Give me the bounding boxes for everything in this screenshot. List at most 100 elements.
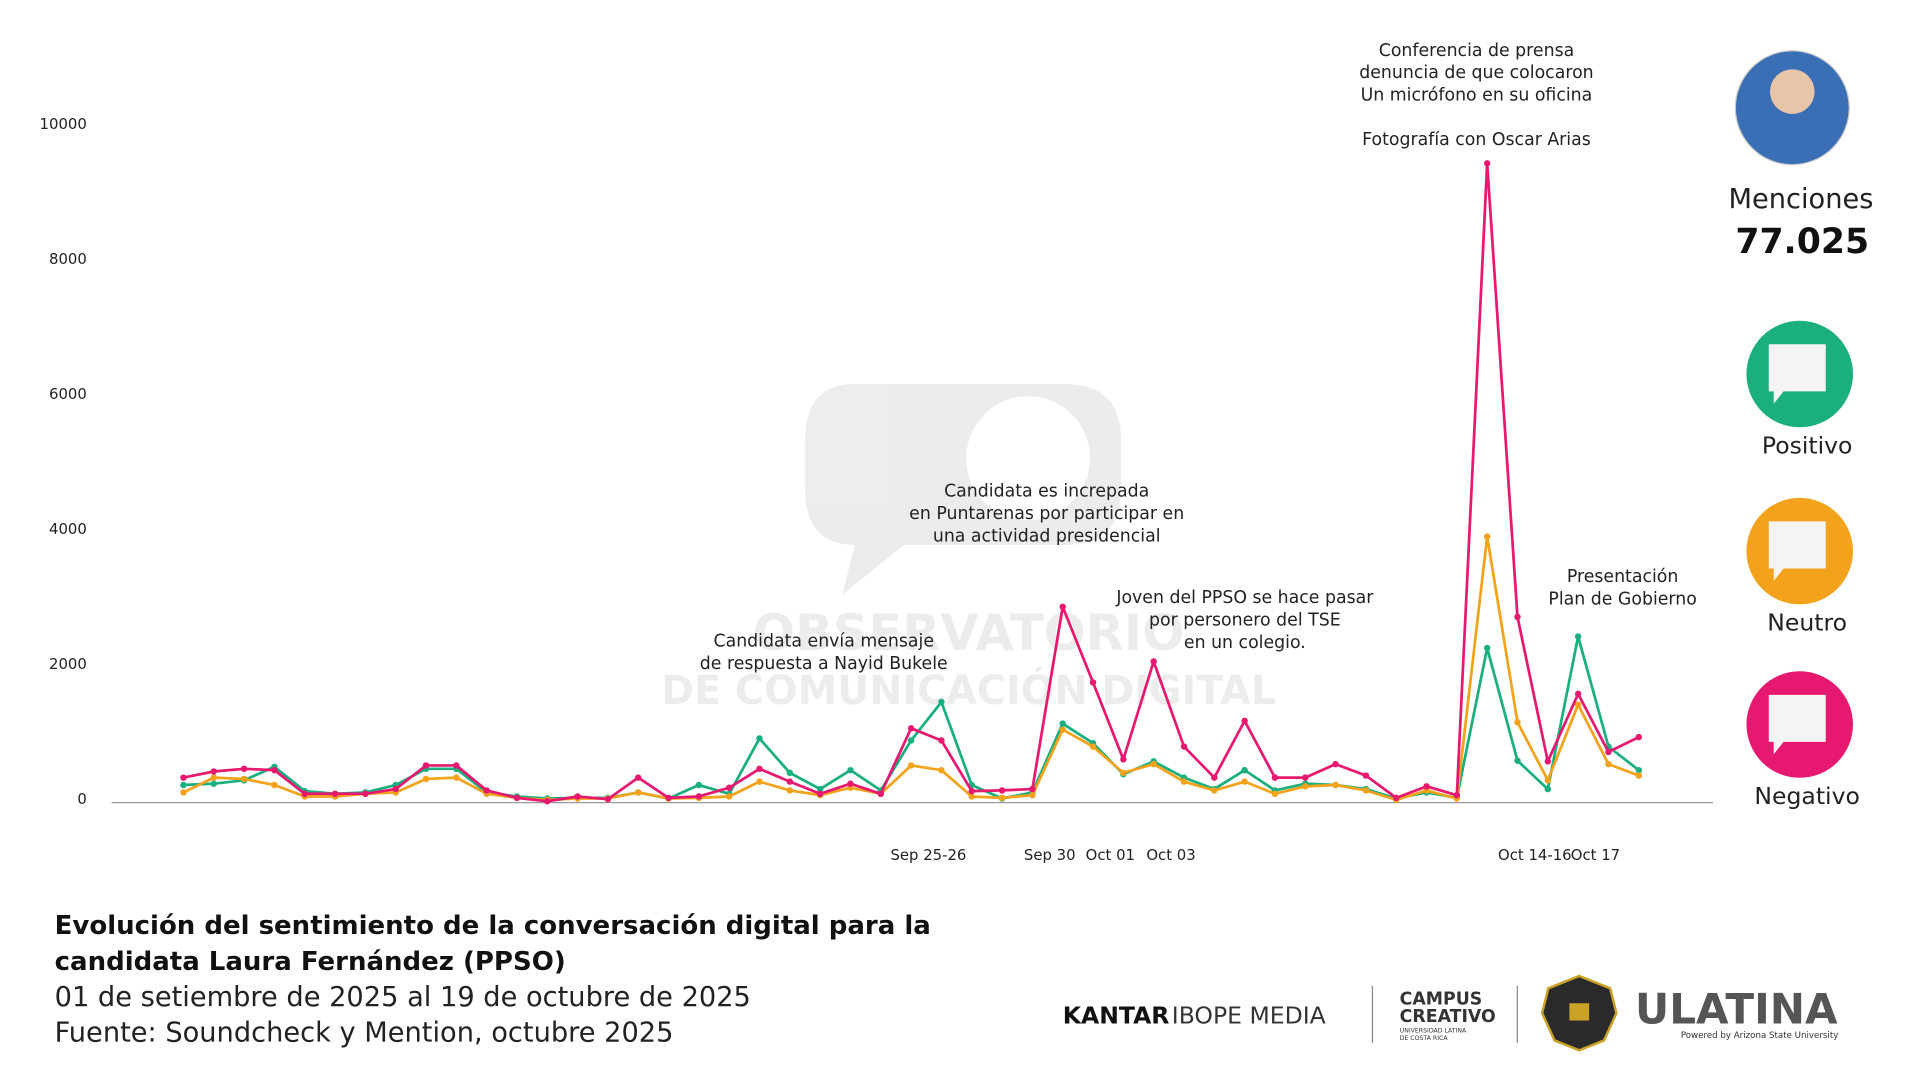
- legend-label: Negativo: [1754, 782, 1859, 810]
- y-tick-label: 8000: [49, 250, 87, 268]
- data-point: [907, 737, 915, 744]
- annotation: en un colegio.: [1184, 633, 1306, 653]
- data-point: [422, 762, 430, 769]
- x-tick-label: Oct 03: [1146, 846, 1195, 864]
- data-point: [1059, 720, 1066, 727]
- data-point: [604, 795, 612, 803]
- legend-label: Positivo: [1762, 432, 1853, 460]
- data-point: [907, 725, 915, 732]
- data-point: [1150, 760, 1157, 768]
- data-point: [240, 775, 248, 783]
- watermark: OBSERVATORIO DE COMUNICACIÓN DIGITAL: [661, 383, 1276, 714]
- data-point: [331, 790, 339, 798]
- mentions-total: 77.025: [1735, 222, 1869, 262]
- data-point: [1211, 787, 1218, 794]
- data-point: [1483, 533, 1491, 540]
- data-point: [998, 794, 1006, 802]
- data-point: [1453, 791, 1461, 799]
- data-point: [422, 775, 430, 783]
- data-point: [1271, 774, 1279, 781]
- data-point: [816, 785, 824, 793]
- data-point: [1392, 794, 1400, 802]
- data-point: [1302, 774, 1309, 781]
- data-point: [483, 787, 490, 794]
- data-point: [1241, 778, 1248, 785]
- y-tick-label: 6000: [49, 385, 87, 403]
- x-tick-label: Oct 17: [1571, 846, 1620, 864]
- data-point: [210, 768, 217, 775]
- data-point: [513, 794, 521, 802]
- logo-ulatina: ULATINA: [1635, 984, 1838, 1033]
- data-point: [1574, 701, 1582, 708]
- x-tick-label: Sep 30: [1024, 846, 1076, 864]
- data-point: [938, 698, 945, 706]
- data-point: [1635, 766, 1642, 774]
- watermark-text: DE COMUNICACIÓN DIGITAL: [661, 667, 1276, 714]
- data-point: [1483, 644, 1491, 652]
- data-point: [1241, 766, 1248, 774]
- data-point: [1271, 790, 1279, 798]
- y-tick-label: 0: [77, 790, 86, 808]
- data-point: [1544, 758, 1552, 765]
- data-point: [301, 790, 308, 798]
- data-point: [786, 769, 794, 777]
- annotation: Fotografía con Oscar Arias: [1362, 130, 1591, 150]
- logo-campus: CREATIVO: [1400, 1007, 1496, 1027]
- candidate-photo-face: [1770, 69, 1815, 114]
- data-point: [271, 781, 278, 789]
- data-point: [180, 789, 187, 796]
- data-point: [998, 787, 1006, 794]
- logo-ulatina-sub: Powered by Arizona State University: [1681, 1031, 1839, 1041]
- watermark-text: OBSERVATORIO: [753, 604, 1185, 662]
- subtitle: 01 de setiembre de 2025 al 19 de octubre…: [55, 982, 751, 1013]
- legend-icon-bubble: [1768, 694, 1826, 755]
- data-point: [665, 794, 672, 802]
- y-tick-label: 10000: [40, 115, 87, 133]
- data-point: [756, 765, 763, 773]
- data-point: [1180, 778, 1188, 785]
- data-point: [635, 789, 642, 796]
- annotation: Un micrófono en su oficina: [1361, 85, 1593, 105]
- mentions-label: Menciones: [1728, 184, 1873, 215]
- data-point: [1089, 679, 1097, 686]
- data-point: [362, 790, 369, 798]
- data-point: [695, 781, 703, 789]
- data-point: [1544, 777, 1552, 784]
- logo-ibope: IBOPE MEDIA: [1172, 1001, 1326, 1029]
- y-tick-label: 4000: [49, 520, 87, 538]
- data-point: [1150, 658, 1157, 665]
- logo-badge-mark: [1569, 1003, 1590, 1021]
- data-point: [1120, 756, 1127, 763]
- annotation: en Puntarenas por participar en: [909, 504, 1184, 524]
- annotation: Joven del PPSO se hace pasar: [1115, 588, 1374, 608]
- data-point: [240, 765, 248, 773]
- data-point: [210, 774, 217, 781]
- data-point: [1120, 769, 1127, 777]
- data-point: [1514, 757, 1521, 764]
- watermark-eye: [966, 396, 1091, 521]
- data-point: [847, 766, 854, 774]
- plot: 0 2000 4000 6000 8000 10000 Sep 25-26 Sep 30 Oct…: [40, 115, 1642, 864]
- data-point: [1544, 785, 1552, 793]
- annotation: Plan de Gobierno: [1548, 589, 1696, 609]
- data-point: [1180, 743, 1188, 750]
- data-point: [938, 766, 945, 774]
- data-point: [907, 762, 915, 769]
- data-point: [1514, 719, 1521, 726]
- x-tick-label: Sep 25-26: [890, 846, 966, 864]
- data-point: [1059, 603, 1066, 611]
- watermark-bubble: [805, 383, 1122, 595]
- data-point: [180, 774, 187, 781]
- annotation: Presentación: [1567, 567, 1679, 587]
- data-point: [1605, 748, 1612, 756]
- data-point: [1029, 785, 1036, 793]
- data-point: [392, 785, 399, 793]
- data-point: [574, 793, 581, 800]
- annotation: una actividad presidencial: [933, 526, 1161, 546]
- data-point: [1423, 783, 1430, 790]
- legend-icon-bubble: [1768, 521, 1826, 581]
- x-tick-label: Oct 14-16: [1498, 846, 1572, 864]
- data-point: [938, 737, 945, 744]
